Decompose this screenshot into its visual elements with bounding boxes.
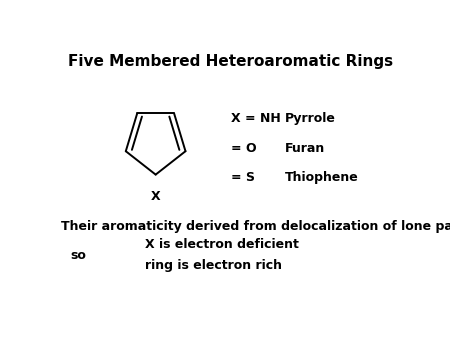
Text: so: so [70,249,86,262]
Text: Thiophene: Thiophene [285,171,359,184]
Text: = S: = S [230,171,255,184]
Text: X: X [151,190,161,203]
Text: Five Membered Heteroaromatic Rings: Five Membered Heteroaromatic Rings [68,54,393,69]
Text: Their aromaticity derived from delocalization of lone pair of X: Their aromaticity derived from delocaliz… [62,220,450,233]
Text: Furan: Furan [285,142,325,155]
Text: = O: = O [230,142,256,155]
Text: X is electron deficient
ring is electron rich: X is electron deficient ring is electron… [145,238,299,272]
Text: X = NH: X = NH [230,112,280,125]
Text: Pyrrole: Pyrrole [285,112,336,125]
